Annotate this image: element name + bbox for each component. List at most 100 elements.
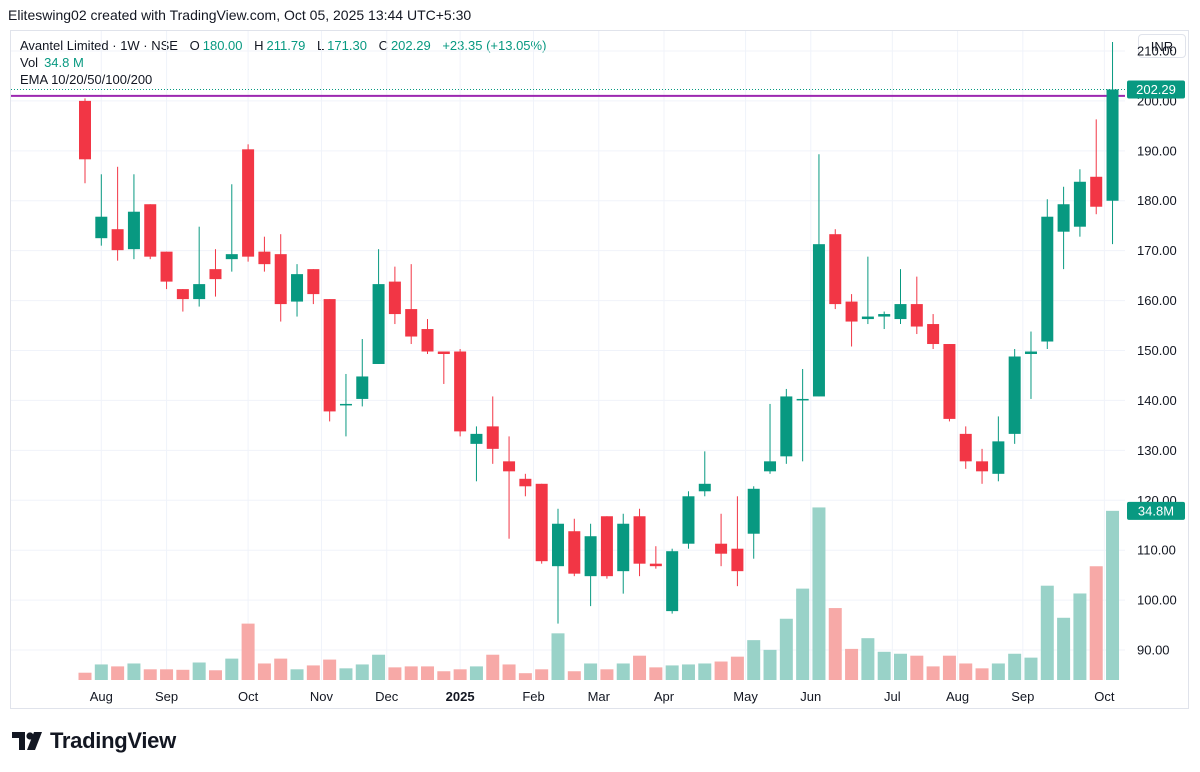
volume-bar [274,658,288,680]
volume-bar [698,663,712,680]
x-tick-label: Aug [946,689,969,704]
volume-bar [306,665,320,680]
candle-body [894,304,907,320]
candle-body [225,254,238,260]
candle-body [242,149,255,257]
x-tick-label: Sep [1011,689,1034,704]
volume-bar [616,663,630,680]
tradingview-logo[interactable]: TradingView [12,728,176,754]
y-tick-label: 140.00 [1137,393,1177,408]
volume-bar [257,663,271,680]
low-value: 171.30 [327,38,367,53]
symbol-label[interactable]: Avantel Limited · 1W · NSE [20,38,178,53]
volume-bar [404,666,418,680]
y-tick-label: 190.00 [1137,143,1177,158]
volume-bar [763,649,777,680]
x-tick-label: Nov [310,689,334,704]
candle-body [291,274,304,302]
volume-bar [681,664,695,680]
candle-body [943,344,956,419]
x-tick-label: Jun [800,689,821,704]
candle-body [731,548,744,572]
volume-bar [600,669,614,680]
candle-body [388,281,401,315]
volume-bar [469,666,483,680]
volume-bar [339,668,353,680]
candle-body [209,269,222,280]
volume-value: 34.8 M [44,55,84,70]
x-tick-label: Oct [238,689,259,704]
volume-bar [535,669,549,680]
candle-body [927,324,940,345]
y-tick-label: 110.00 [1137,543,1176,558]
y-tick-label: 170.00 [1137,243,1177,258]
open-label: O [189,38,200,53]
volume-bar [894,653,907,680]
candle-body [992,441,1005,474]
candle-body [666,551,679,612]
volume-bar [208,670,222,680]
last-volume-badge: 34.8M [1138,503,1174,518]
chart-frame [10,30,1189,709]
volume-bar [225,658,239,680]
candle-body [372,284,385,364]
y-tick-label: 180.00 [1137,193,1177,208]
volume-bar [714,661,728,680]
volume-bar [1008,653,1022,680]
ema-legend[interactable]: EMA 10/20/50/100/200 [20,72,152,87]
y-tick-label: 150.00 [1137,343,1177,358]
candle-body [747,488,760,534]
volume-bar [437,671,451,680]
volume-bar [779,618,793,680]
volume-bar [551,633,565,680]
close-value: 202.29 [390,38,431,53]
candle-body [715,543,728,554]
high-label: H [254,38,264,53]
high-value: 211.79 [266,38,306,53]
candle-body [1090,176,1103,207]
volume-bar [877,651,891,680]
volume-bar [127,663,141,680]
volume-bar [486,654,500,680]
candle-body [796,398,809,401]
candle-body [1024,351,1037,355]
volume-bar [796,588,810,680]
volume-bar [747,640,761,680]
currency-button[interactable]: INR [1138,34,1186,58]
candle-body [323,299,336,412]
x-tick-label: Aug [90,689,113,704]
x-tick-label: 2025 [446,689,475,704]
candle-body [95,216,108,239]
candle-body [584,536,597,577]
ema-label: EMA 10/20/50/100/200 [20,72,153,87]
x-tick-label: Sep [155,689,178,704]
candle-body [976,461,989,472]
candle-body [845,301,858,322]
volume-legend[interactable]: Vol 34.8 M [20,55,84,70]
y-tick-label: 100.00 [1137,593,1177,608]
volume-bar [290,669,304,680]
volume-label: Vol [20,55,39,70]
volume-bar [160,669,174,680]
candle-body [617,523,630,572]
candle-body [144,204,157,257]
candle-body [307,269,320,295]
close-label: C [378,38,388,53]
x-tick-label: Mar [588,689,611,704]
volume-bar [975,668,989,680]
candle-body [568,531,581,574]
candle-body [160,251,173,282]
candle-body [1106,89,1119,201]
open-value: 180.00 [202,38,243,53]
candle-body [454,351,467,432]
candle-body [910,304,923,327]
volume-bar [192,662,206,680]
volume-bar [1024,657,1038,680]
volume-bar [241,623,255,680]
volume-bar [584,663,598,680]
x-tick-label: Apr [654,689,675,704]
ohlc-legend: Avantel Limited · 1W · NSE O 180.00 H 211.… [20,38,546,53]
candle-body [339,403,352,406]
volume-bar [372,654,386,680]
